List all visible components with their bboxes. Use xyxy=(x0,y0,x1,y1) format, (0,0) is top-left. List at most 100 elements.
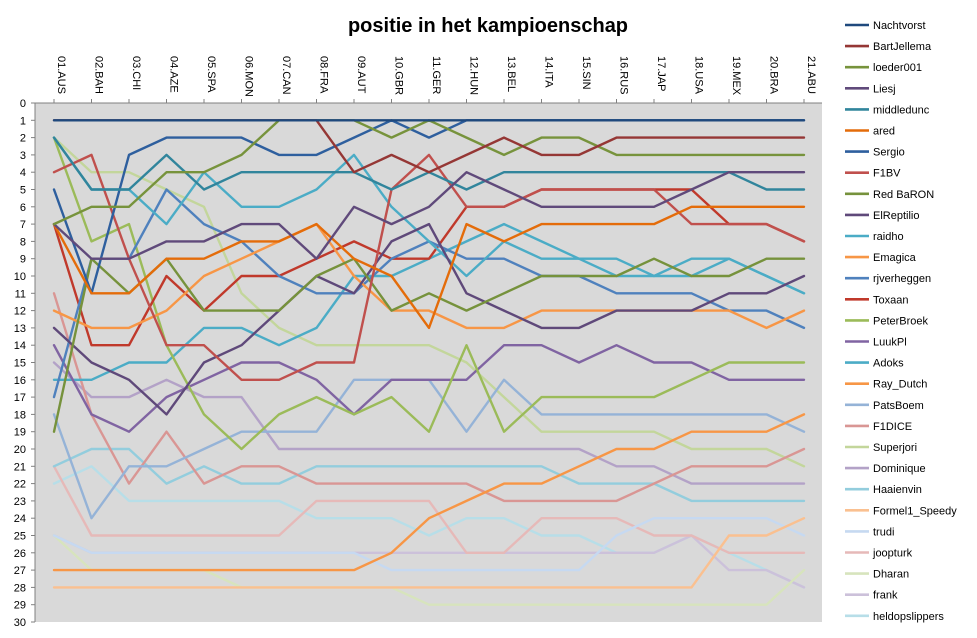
x-tick-label: 06.MON xyxy=(243,56,255,97)
y-tick-label: 22 xyxy=(14,479,26,491)
x-tick-label: 17.JAP xyxy=(655,56,667,91)
legend-label: Dharan xyxy=(873,569,909,581)
y-tick-label: 2 xyxy=(20,133,26,145)
y-tick-label: 6 xyxy=(20,202,26,214)
y-tick-label: 26 xyxy=(14,548,26,560)
x-tick-label: 02.BAH xyxy=(93,56,105,94)
series-line-formel1-speedy xyxy=(52,517,806,589)
legend-label: BartJellema xyxy=(873,41,932,53)
y-tick-label: 12 xyxy=(14,306,26,318)
x-tick-label: 14.ITA xyxy=(543,56,555,88)
series-line-peterbroek xyxy=(52,136,806,451)
x-tick-label: 01.AUS xyxy=(55,56,67,94)
legend-label: PeterBroek xyxy=(873,315,929,327)
series-line-superjori xyxy=(52,136,806,468)
y-tick-label: 0 xyxy=(20,98,26,110)
y-tick-label: 17 xyxy=(14,392,26,404)
x-tick-label: 05.SPA xyxy=(205,56,217,93)
y-tick-label: 10 xyxy=(14,271,26,283)
x-tick-label: 10.GBR xyxy=(393,56,405,95)
legend-label: Toxaan xyxy=(873,294,908,306)
series-line-liesj xyxy=(52,170,806,260)
legend-label: Haaienvin xyxy=(873,484,922,496)
y-tick-label: 14 xyxy=(14,340,26,352)
legend-label: Dominique xyxy=(873,463,926,475)
legend-label: Superjori xyxy=(873,442,917,454)
y-tick-label: 29 xyxy=(14,600,26,612)
legend-label: PatsBoem xyxy=(873,400,924,412)
chart-title: positie in het kampioenschap xyxy=(348,15,628,37)
y-tick-label: 28 xyxy=(14,582,26,594)
y-tick-label: 8 xyxy=(20,236,26,248)
x-axis: 01.AUS 02.BAH 03.CHI 04.AZE 05.SPA 06.MON 07.C… xyxy=(35,56,822,104)
legend-label: trudi xyxy=(873,526,894,538)
legend: Nachtvorst BartJellema loeder001 Liesj middl… xyxy=(845,20,957,623)
x-tick-label: 07.CAN xyxy=(280,56,292,95)
x-tick-label: 15.SIN xyxy=(580,56,592,90)
legend-label: frank xyxy=(873,590,898,602)
legend-label: F1BV xyxy=(873,168,901,180)
y-tick-label: 30 xyxy=(14,617,26,629)
legend-label: Emagica xyxy=(873,252,917,264)
x-tick-label: 11.GER xyxy=(430,56,442,94)
legend-label: joopturk xyxy=(872,548,913,560)
y-tick-label: 19 xyxy=(14,427,26,439)
series-lines xyxy=(52,119,806,606)
series-line-elreptilio xyxy=(52,222,806,416)
y-tick-label: 25 xyxy=(14,531,26,543)
x-tick-label: 18.USA xyxy=(693,56,705,95)
series-line-ared xyxy=(52,205,806,330)
legend-label: LuukPl xyxy=(873,337,907,349)
legend-label: Adoks xyxy=(873,358,904,370)
y-tick-label: 16 xyxy=(14,375,26,387)
legend-label: Formel1_Speedy xyxy=(873,505,957,517)
x-tick-label: 13.BEL xyxy=(505,56,517,92)
legend-label: Liesj xyxy=(873,83,896,95)
legend-label: ared xyxy=(873,126,895,138)
x-tick-label: 21.ABU xyxy=(805,56,817,94)
legend-label: rjverheggen xyxy=(873,273,931,285)
y-tick-label: 21 xyxy=(14,461,26,473)
series-line-joopturk xyxy=(52,465,806,554)
y-tick-label: 4 xyxy=(20,167,26,179)
series-line-toxaan xyxy=(52,188,806,347)
x-tick-label: 09.AUT xyxy=(355,56,367,94)
x-tick-label: 19.MEX xyxy=(730,56,742,96)
legend-label: Red BaRON xyxy=(873,189,934,201)
legend-label: Sergio xyxy=(873,147,905,159)
legend-label: heldopslippers xyxy=(873,611,944,623)
legend-label: F1DICE xyxy=(873,421,912,433)
x-tick-label: 20.BRA xyxy=(768,56,780,95)
series-line-dominique xyxy=(52,361,806,485)
x-tick-label: 03.CHI xyxy=(130,56,142,90)
x-tick-label: 08.FRA xyxy=(318,56,330,94)
y-tick-label: 20 xyxy=(14,444,26,456)
y-tick-label: 24 xyxy=(14,513,26,525)
y-tick-label: 1 xyxy=(20,115,26,127)
y-tick-label: 13 xyxy=(14,323,26,335)
series-line-haaienvin xyxy=(52,447,806,503)
y-tick-label: 18 xyxy=(14,409,26,421)
series-line-luukpl xyxy=(52,344,806,433)
y-tick-label: 27 xyxy=(14,565,26,577)
series-line-raidho xyxy=(52,136,806,295)
series-line-red-baron xyxy=(52,257,806,433)
y-tick-label: 15 xyxy=(14,358,26,370)
series-line-trudi xyxy=(52,517,806,572)
y-axis: 0123456789101112131415161718192021222324… xyxy=(14,98,36,629)
y-tick-label: 5 xyxy=(20,185,26,197)
y-tick-label: 23 xyxy=(14,496,26,508)
legend-label: Ray_Dutch xyxy=(873,379,927,391)
y-tick-label: 3 xyxy=(20,150,26,162)
legend-label: ElReptilio xyxy=(873,210,919,222)
y-tick-label: 9 xyxy=(20,254,26,266)
x-tick-label: 16.RUS xyxy=(618,56,630,95)
legend-label: Nachtvorst xyxy=(873,20,926,32)
legend-label: raidho xyxy=(873,231,904,243)
series-line-ray-dutch xyxy=(52,413,806,572)
legend-label: loeder001 xyxy=(873,62,922,74)
y-tick-label: 11 xyxy=(15,288,26,300)
x-tick-label: 12.HUN xyxy=(468,56,480,95)
x-tick-label: 04.AZE xyxy=(168,56,180,93)
